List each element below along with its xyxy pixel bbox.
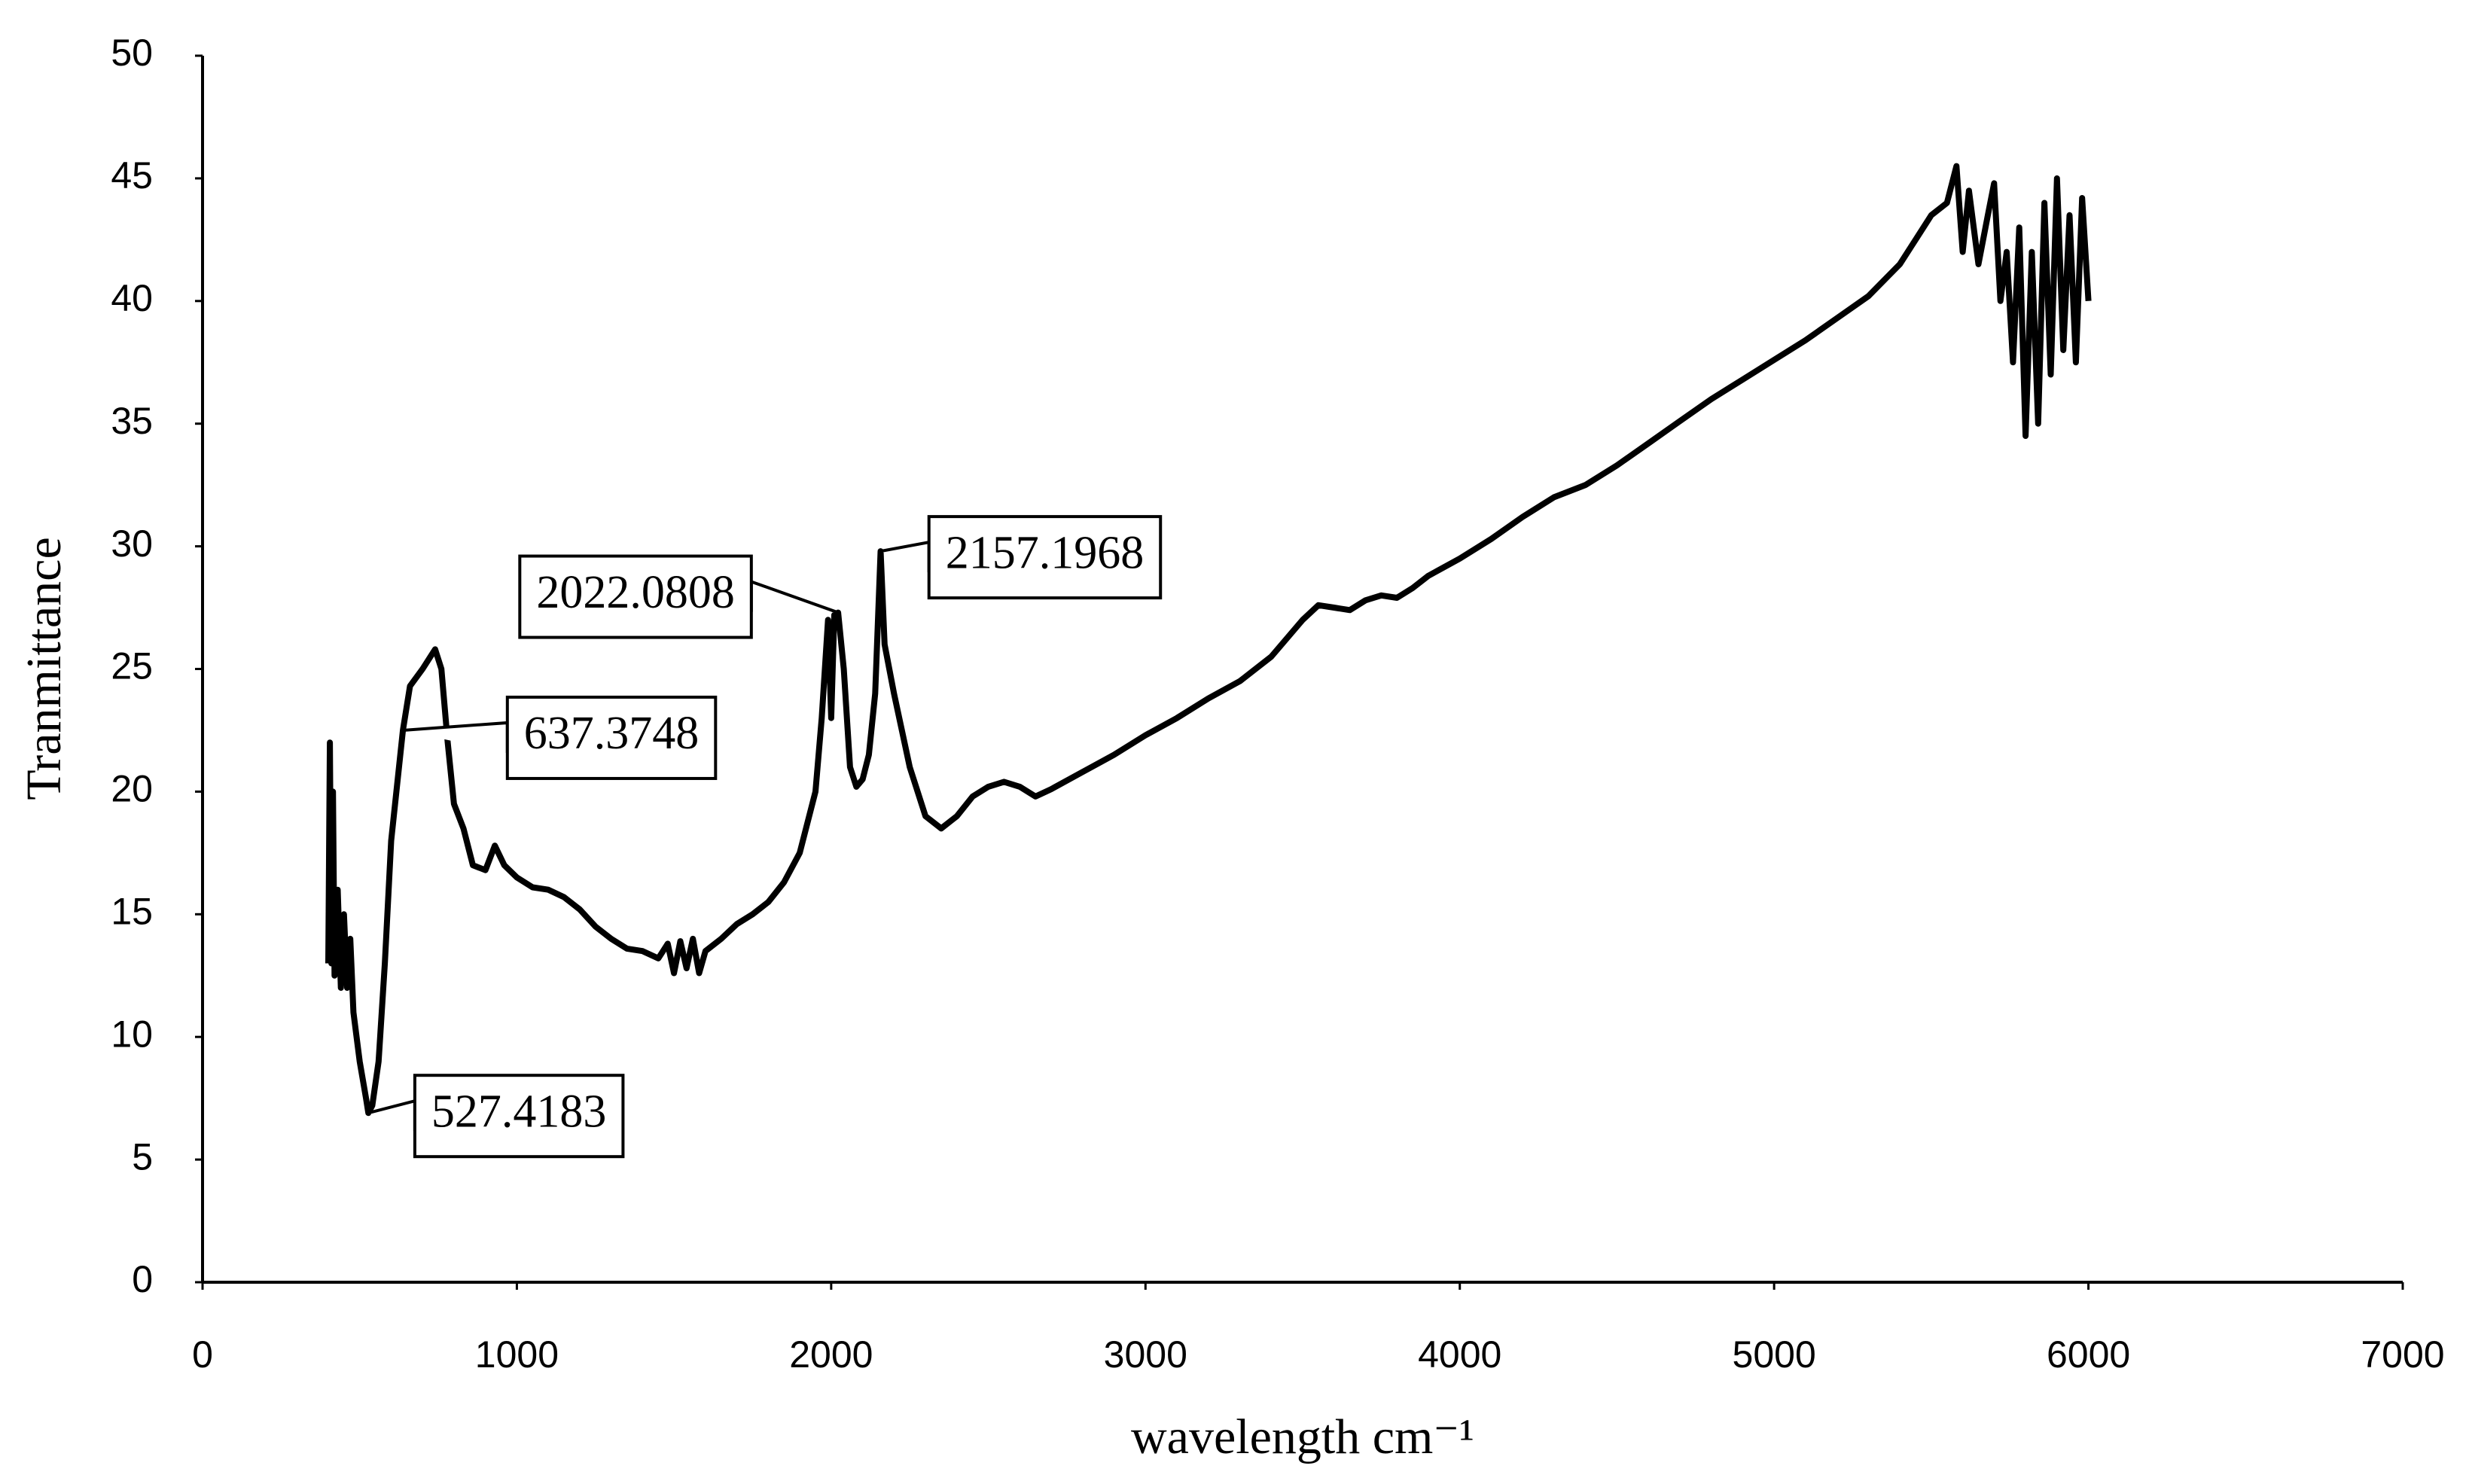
x-tick-label: 0 (192, 1333, 213, 1376)
y-tick-label: 30 (111, 523, 153, 565)
y-tick-label: 20 (111, 768, 153, 810)
y-tick-label: 45 (111, 154, 153, 197)
x-axis-title: wavelength cm⁻¹ (1131, 1409, 1474, 1464)
annotation: 2157.1968 (880, 515, 1163, 600)
annotation: 2022.0808 (518, 554, 839, 639)
annotation-label: 2157.1968 (946, 527, 1145, 578)
y-tick-label: 0 (132, 1258, 153, 1300)
y-tick-label: 50 (111, 32, 153, 74)
annotation-label: 637.3748 (524, 708, 700, 759)
x-tick-label: 3000 (1104, 1333, 1187, 1376)
y-tick-label: 5 (132, 1135, 153, 1178)
annotation-box (518, 554, 753, 639)
x-tick-label: 2000 (789, 1333, 873, 1376)
annotation: 637.3748 (402, 695, 718, 780)
annotation-label: 527.4183 (431, 1086, 607, 1137)
data-line (325, 163, 2092, 1117)
y-tick-label: 25 (111, 645, 153, 687)
annotation-box (413, 1074, 625, 1159)
annotation-label: 2022.0808 (536, 567, 735, 618)
x-tick-label: 6000 (2047, 1333, 2130, 1376)
y-tick-label: 10 (111, 1013, 153, 1055)
annotation: 527.4183 (367, 1074, 625, 1159)
y-tick-label: 15 (111, 891, 153, 933)
x-tick-label: 7000 (2361, 1333, 2444, 1376)
x-tick-label: 1000 (475, 1333, 559, 1376)
y-tick-label: 40 (111, 277, 153, 319)
x-tick-label: 4000 (1418, 1333, 1501, 1376)
annotation-box (505, 695, 718, 780)
y-axis-title: Tranmittance (17, 537, 72, 800)
annotation-box (927, 515, 1163, 600)
x-tick-label: 5000 (1733, 1333, 1816, 1376)
y-tick-label: 35 (111, 400, 153, 442)
